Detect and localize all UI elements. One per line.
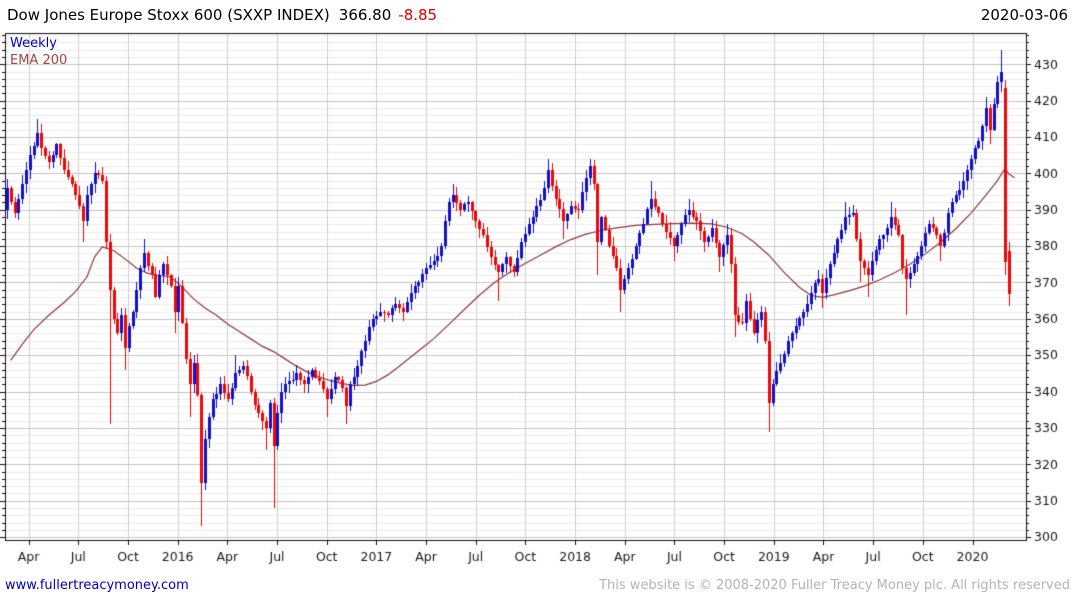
last-price: 366.80 [338,6,392,24]
footer-bar: www.fullertreacymoney.com This website i… [0,578,1075,600]
page-title: Dow Jones Europe Stoxx 600 (SXXP INDEX) [7,6,330,24]
chart-date: 2020-03-06 [980,6,1068,24]
site-link[interactable]: www.fullertreacymoney.com [5,578,189,593]
legend-ema-label: EMA 200 [10,53,68,68]
copyright-text: This website is © 2008-2020 Fuller Treac… [599,578,1070,593]
chart-header: Dow Jones Europe Stoxx 600 (SXXP INDEX) 3… [7,6,437,24]
price-change: -8.85 [398,6,438,24]
legend-weekly-label: Weekly [10,36,57,51]
